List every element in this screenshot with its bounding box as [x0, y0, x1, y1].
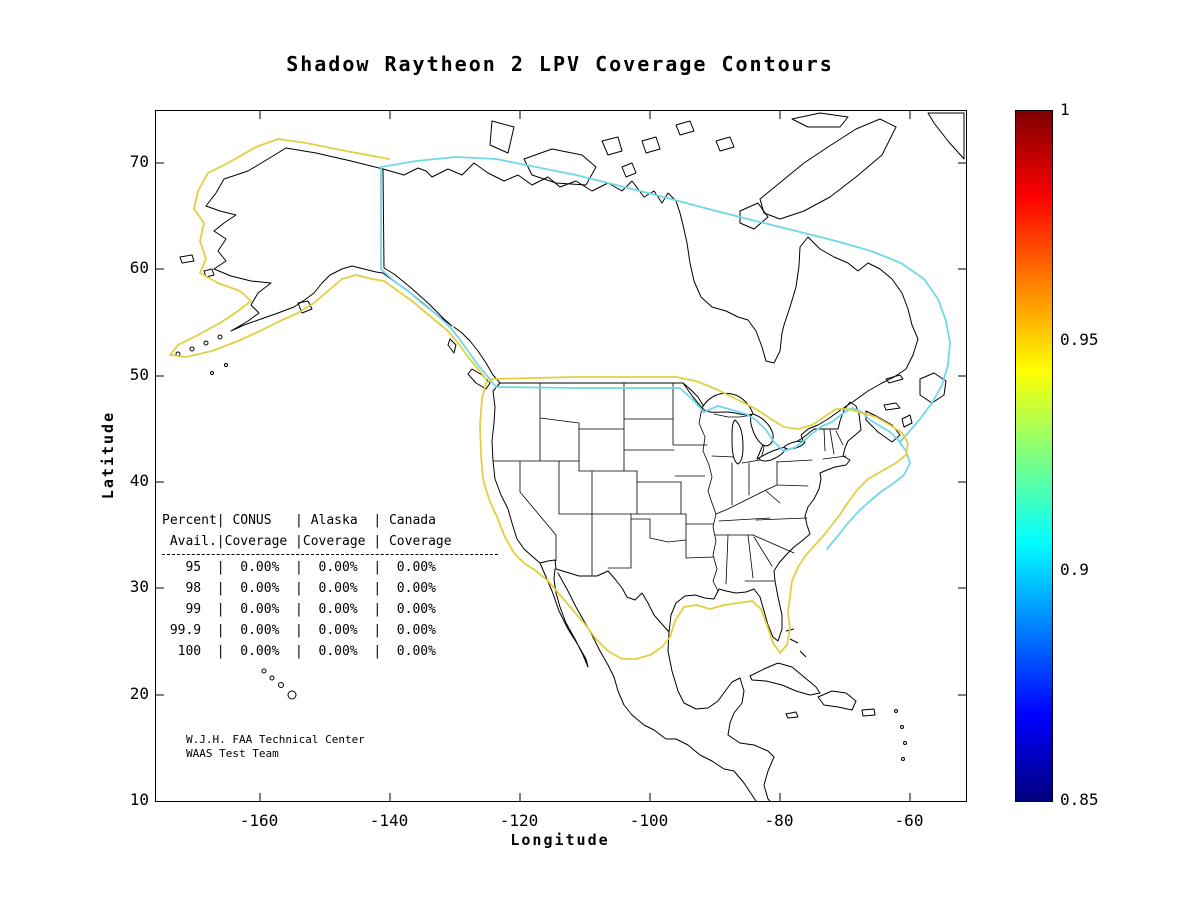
map-islands	[175, 112, 965, 761]
map-canvas	[156, 111, 966, 801]
x-axis-label: Longitude	[510, 831, 610, 849]
y-tick-label: 50	[129, 365, 149, 384]
y-tick-label: 10	[129, 790, 149, 809]
colorbar-tick-label: 1	[1060, 100, 1070, 119]
axis-tick-marks	[156, 111, 966, 801]
coverage-table-row: 99.9 | 0.00% | 0.00% | 0.00%	[162, 623, 436, 638]
colorbar-tick-label: 0.85	[1060, 790, 1099, 809]
us-state-borders	[492, 382, 847, 592]
great-lakes	[701, 392, 806, 465]
plot-area	[155, 110, 967, 802]
x-tick-label: -80	[764, 811, 794, 830]
map-coastlines	[205, 147, 919, 801]
plot-title: Shadow Raytheon 2 LPV Coverage Contours	[286, 52, 834, 76]
coverage-table-row: 98 | 0.00% | 0.00% | 0.00%	[162, 581, 436, 596]
x-tick-label: -140	[369, 811, 409, 830]
coverage-table-row: 100 | 0.00% | 0.00% | 0.00%	[162, 644, 436, 659]
coverage-table-header: Percent| CONUS | Alaska | Canada	[162, 513, 436, 528]
coverage-contour-090	[380, 156, 951, 550]
coverage-table-header: Avail.|Coverage |Coverage | Coverage	[162, 534, 452, 549]
credit-line-team: WAAS Test Team	[186, 747, 279, 760]
coverage-table: Percent| CONUS | Alaska | Canada Avail.|…	[162, 510, 498, 662]
credit-text: W.J.H. FAA Technical Center WAAS Test Te…	[186, 733, 365, 761]
colorbar	[1015, 110, 1053, 802]
y-tick-label: 60	[129, 258, 149, 277]
coverage-contour-095	[169, 138, 909, 660]
y-tick-label: 30	[129, 577, 149, 596]
x-tick-label: -120	[499, 811, 539, 830]
x-tick-label: -60	[894, 811, 924, 830]
colorbar-tick-label: 0.9	[1060, 560, 1089, 579]
x-tick-label: -160	[239, 811, 279, 830]
y-axis-label: Latitude	[99, 410, 117, 500]
y-tick-label: 40	[129, 471, 149, 490]
x-tick-label: -100	[629, 811, 669, 830]
coverage-table-row: 95 | 0.00% | 0.00% | 0.00%	[162, 560, 436, 575]
coverage-table-row: 99 | 0.00% | 0.00% | 0.00%	[162, 602, 436, 617]
y-tick-label: 20	[129, 684, 149, 703]
colorbar-tick-label: 0.95	[1060, 330, 1099, 349]
coverage-table-separator	[162, 554, 498, 555]
y-tick-label: 70	[129, 152, 149, 171]
credit-line-org: W.J.H. FAA Technical Center	[186, 733, 365, 746]
